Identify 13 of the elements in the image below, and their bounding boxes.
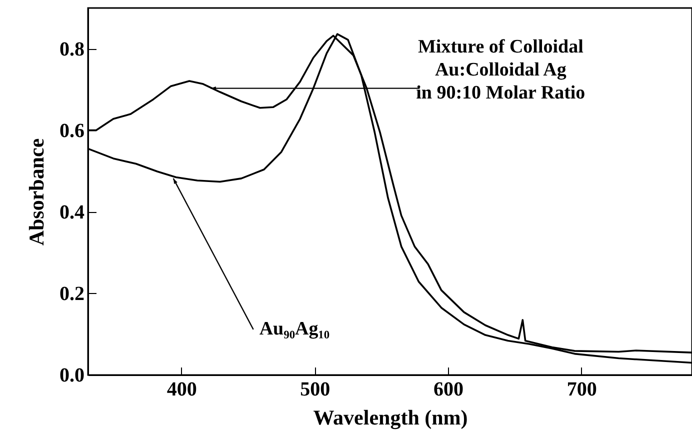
- y-tick-label: 0.8: [60, 38, 84, 60]
- y-tick-label: 0.2: [60, 282, 84, 305]
- y-tick-label: 0.0: [60, 364, 84, 386]
- x-tick-label: 600: [434, 378, 464, 400]
- y-tick-label: 0.4: [60, 201, 84, 224]
- y-axis-title: Absorbance: [24, 138, 48, 246]
- annotation: Au₉₀Ag₁₀: [259, 318, 330, 340]
- x-tick-label: 700: [566, 378, 597, 400]
- y-tick-label: 0.6: [60, 120, 84, 142]
- x-axis-title: Wavelength (nm): [313, 406, 468, 430]
- x-tick-label: 400: [166, 378, 197, 400]
- x-tick-label: 500: [300, 378, 330, 400]
- annotation: Mixture of Colloidal Au:Colloidal Ag in 90:10 Molar Ratio: [416, 36, 586, 104]
